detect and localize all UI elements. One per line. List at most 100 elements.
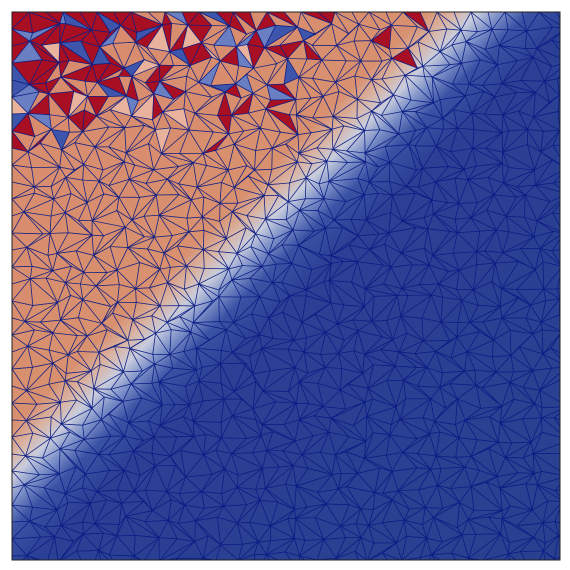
mesh-cell [335, 550, 359, 560]
noise-cell [126, 76, 139, 101]
mesh-cell [381, 552, 402, 560]
noise-cell [60, 64, 93, 82]
noise-cell [91, 12, 111, 33]
noise-cell [59, 12, 66, 24]
mesh-cell [519, 550, 545, 560]
noise-cell [210, 83, 236, 93]
mesh-cell [563, 489, 570, 507]
noise-cell [162, 23, 172, 52]
mesh-cell [12, 555, 28, 560]
noise-cell [264, 45, 288, 59]
noise-cell [68, 109, 85, 132]
noise-cell [82, 109, 97, 132]
mesh-cell [551, 249, 560, 264]
noise-cell [80, 30, 100, 47]
mesh-cell [299, 555, 318, 560]
mesh-cell [367, 561, 398, 570]
mesh-cell [564, 232, 570, 247]
mesh-cell [553, 534, 560, 560]
mesh-cell [468, 557, 484, 560]
noise-cell [68, 91, 88, 118]
mesh-layer [12, 12, 570, 570]
mesh-cell [559, 129, 560, 131]
mesh-cell [237, 553, 256, 560]
noise-cell [91, 30, 111, 47]
mesh-cell [559, 129, 560, 131]
noise-cell [29, 82, 49, 94]
noise-cell [51, 129, 70, 150]
mesh-cell [556, 288, 560, 300]
noise-cell [12, 91, 40, 114]
mesh-cell [536, 48, 560, 67]
mesh-cell [60, 550, 82, 560]
mesh-cell [566, 168, 570, 178]
mesh-cell [551, 212, 560, 227]
noise-cell [216, 12, 233, 26]
noise-cell [97, 76, 127, 96]
noise-cell [145, 81, 160, 94]
mesh-cell [98, 549, 110, 560]
mesh-cell [214, 559, 240, 560]
noise-cell [279, 40, 304, 59]
noise-cell [29, 59, 60, 85]
noise-cell [152, 93, 163, 120]
mesh-cell [430, 552, 457, 560]
noise-cell [97, 63, 124, 83]
mesh-cell [566, 12, 570, 29]
mesh-cell [551, 238, 560, 252]
mesh-cell [554, 507, 560, 524]
noise-cell [284, 58, 299, 85]
noise-cell [189, 42, 212, 66]
mesh-cell [316, 557, 337, 560]
mesh-cell [558, 92, 560, 96]
noise-cell [217, 92, 232, 116]
noise-cell [27, 93, 50, 115]
noise-cell [131, 59, 160, 77]
mesh-cell [557, 110, 560, 132]
mesh-cell [363, 561, 380, 570]
mesh-cell [562, 316, 570, 339]
noise-cell [217, 115, 232, 134]
noise-cell [126, 95, 139, 117]
mesh-cell [254, 554, 267, 560]
mesh-cell [450, 552, 470, 560]
noise-cell [182, 42, 202, 66]
noise-cell [41, 42, 60, 63]
mesh-cell [558, 379, 560, 384]
noise-cell [391, 48, 418, 69]
mesh-cell [175, 557, 205, 560]
noise-cell [85, 64, 98, 83]
noise-cell [155, 127, 171, 154]
noise-cell [182, 25, 202, 49]
mesh-cell [237, 559, 239, 560]
noise-cell [198, 60, 221, 86]
noise-cell [159, 81, 186, 100]
mesh-cell [57, 562, 77, 568]
noise-cell [12, 29, 30, 46]
mesh-cell [133, 555, 143, 560]
noise-cell [187, 12, 212, 26]
noise-cell [92, 63, 111, 83]
noise-cell [48, 91, 74, 118]
mesh-cell [26, 555, 43, 560]
mesh-cell [552, 129, 560, 146]
mesh-cell [144, 561, 159, 570]
noise-cell [29, 12, 60, 33]
noise-cell [131, 12, 163, 33]
mesh-cell [557, 93, 560, 113]
noise-cell [80, 40, 100, 65]
mesh-cell [98, 550, 114, 560]
mesh-cell [47, 562, 58, 568]
mesh-cell [158, 561, 179, 570]
mesh-cell [265, 551, 292, 560]
mesh-cell [75, 550, 100, 560]
mesh-cell [47, 536, 59, 560]
noise-cell [256, 25, 276, 48]
mesh-cell [368, 552, 388, 560]
noise-cell [87, 96, 109, 117]
mesh-cell [563, 501, 570, 528]
mesh-cell [566, 25, 570, 48]
mesh-cell [237, 559, 239, 560]
mesh-cell [507, 551, 526, 560]
